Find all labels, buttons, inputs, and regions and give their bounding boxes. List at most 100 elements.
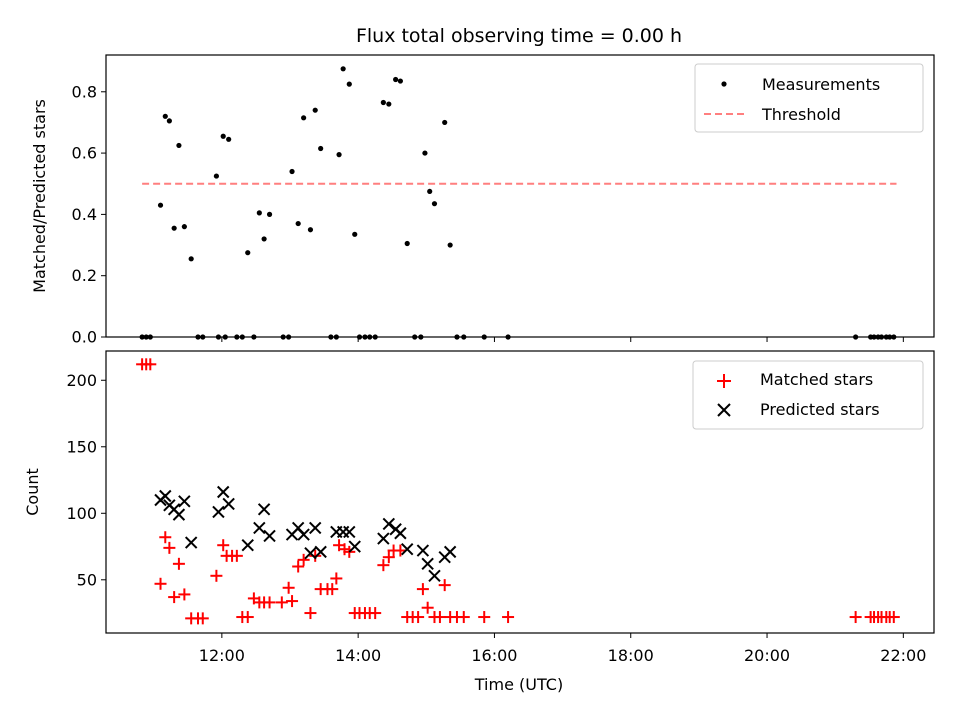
- x-tick-label: 22:00: [880, 646, 926, 665]
- x-tick-label: 20:00: [744, 646, 790, 665]
- predicted-stars-point: [178, 495, 191, 508]
- predicted-stars-point: [401, 542, 414, 556]
- measurement-point: [393, 76, 399, 83]
- measurement-point: [380, 99, 386, 106]
- predicted-stars-point: [212, 505, 225, 519]
- predicted-stars-point: [394, 527, 407, 540]
- x-tick-label: 18:00: [608, 646, 654, 665]
- predicted-stars-point: [443, 545, 457, 559]
- matched-stars-point: [849, 611, 862, 624]
- y-tick-label: 0.0: [72, 328, 97, 347]
- matched-stars-point: [304, 607, 317, 620]
- predicted-stars-point: [421, 557, 434, 571]
- y-tick-label: 0.6: [72, 144, 97, 163]
- matched-stars-point: [433, 611, 446, 624]
- predicted-stars-point: [377, 532, 390, 545]
- predicted-stars-point: [172, 508, 186, 521]
- matched-stars-point: [292, 560, 305, 573]
- measurement-point: [213, 173, 219, 179]
- predicted-stars-point: [263, 529, 276, 543]
- measurement-point: [295, 220, 301, 227]
- measurement-point: [447, 242, 453, 248]
- x-tick-label: 14:00: [335, 646, 381, 665]
- matched-stars-point: [416, 583, 429, 596]
- measurement-point: [312, 107, 318, 113]
- bottom-y-axis-label: Count: [23, 468, 42, 516]
- matched-stars-point: [217, 539, 230, 552]
- y-tick-label: 50: [77, 570, 97, 589]
- bottom-x-axis-label: Time (UTC): [474, 675, 563, 694]
- legend-predicted-label: Predicted stars: [760, 400, 880, 419]
- predicted-stars-point: [343, 525, 356, 539]
- matched-stars-point: [382, 551, 395, 564]
- predicted-stars-point: [253, 521, 266, 535]
- x-tick-label: 16:00: [471, 646, 517, 665]
- measurement-point: [318, 145, 324, 152]
- matched-stars-point: [154, 577, 167, 590]
- top-axes-frame: [105, 54, 935, 338]
- measurement-point: [397, 78, 403, 84]
- measurement-point: [340, 66, 346, 72]
- matched-stars-point: [330, 572, 343, 585]
- x-tick-label: 12:00: [199, 646, 245, 665]
- measurement-point: [427, 188, 433, 195]
- y-tick-label: 0.2: [72, 266, 97, 285]
- matched-stars-point: [286, 595, 299, 608]
- bottom-panel: 50 100 150 200 12:00 14:00 16:00 18:00 20:00 22:…: [23, 350, 935, 694]
- top-legend-box: [694, 63, 924, 133]
- bottom-legend-box: [692, 360, 924, 430]
- matched-stars-point: [421, 601, 434, 614]
- measurement-point: [386, 101, 392, 107]
- predicted-stars-point: [159, 489, 172, 503]
- legend-threshold-label: Threshold: [761, 105, 841, 124]
- measurement-point: [220, 133, 226, 139]
- measurement-point: [404, 240, 410, 247]
- predicted-stars-point: [222, 497, 235, 511]
- measurement-point: [266, 211, 273, 217]
- matched-stars-point: [478, 611, 491, 624]
- matched-stars-point: [168, 591, 181, 604]
- top-y-ticks: 0.0 0.2 0.4 0.6 0.8: [72, 82, 106, 347]
- matched-stars-point: [144, 358, 157, 371]
- matched-stars-point: [178, 588, 191, 601]
- predicted-stars-point: [184, 536, 198, 549]
- predicted-stars-point: [304, 546, 317, 560]
- bottom-y-ticks: 50 100 150 200: [66, 371, 106, 589]
- measurement-point: [226, 136, 232, 142]
- measurement-point: [188, 256, 194, 262]
- measurement-point: [245, 250, 251, 256]
- predicted-stars-point: [241, 539, 254, 552]
- y-tick-label: 0.4: [72, 205, 97, 224]
- measurement-point: [256, 210, 262, 216]
- matched-stars-point: [326, 583, 339, 596]
- matched-stars-point: [502, 611, 515, 624]
- legend-matched-label: Matched stars: [760, 370, 873, 389]
- predicted-stars-point: [297, 528, 310, 541]
- measurement-point: [422, 150, 428, 156]
- measurement-point: [307, 227, 314, 233]
- measurement-point: [301, 115, 307, 121]
- measurement-point: [171, 225, 177, 231]
- measurement-point: [352, 231, 358, 237]
- matched-stars-point: [230, 549, 243, 562]
- y-tick-label: 0.8: [72, 82, 97, 101]
- matched-stars-point: [457, 611, 470, 624]
- measurement-point: [157, 202, 164, 208]
- bottom-axes-frame: [105, 350, 935, 634]
- measurement-point: [176, 142, 182, 149]
- chart-title: Flux total observing time = 0.00 h: [356, 25, 682, 47]
- predicted-stars-point: [348, 540, 361, 553]
- measurement-point: [336, 152, 342, 158]
- predicted-stars-point: [314, 545, 327, 559]
- matched-stars-point: [887, 611, 900, 624]
- predicted-stars-point: [428, 569, 441, 583]
- legend-measurements-label: Measurements: [762, 75, 880, 94]
- bottom-legend: Matched stars Predicted stars: [692, 360, 924, 430]
- measurement-point: [346, 81, 352, 87]
- measurement-point: [289, 168, 295, 175]
- measurement-point: [261, 236, 267, 242]
- bottom-x-ticks: 12:00 14:00 16:00 18:00 20:00 22:00: [199, 633, 926, 665]
- y-tick-label: 150: [66, 437, 97, 456]
- matched-stars-point: [377, 559, 390, 572]
